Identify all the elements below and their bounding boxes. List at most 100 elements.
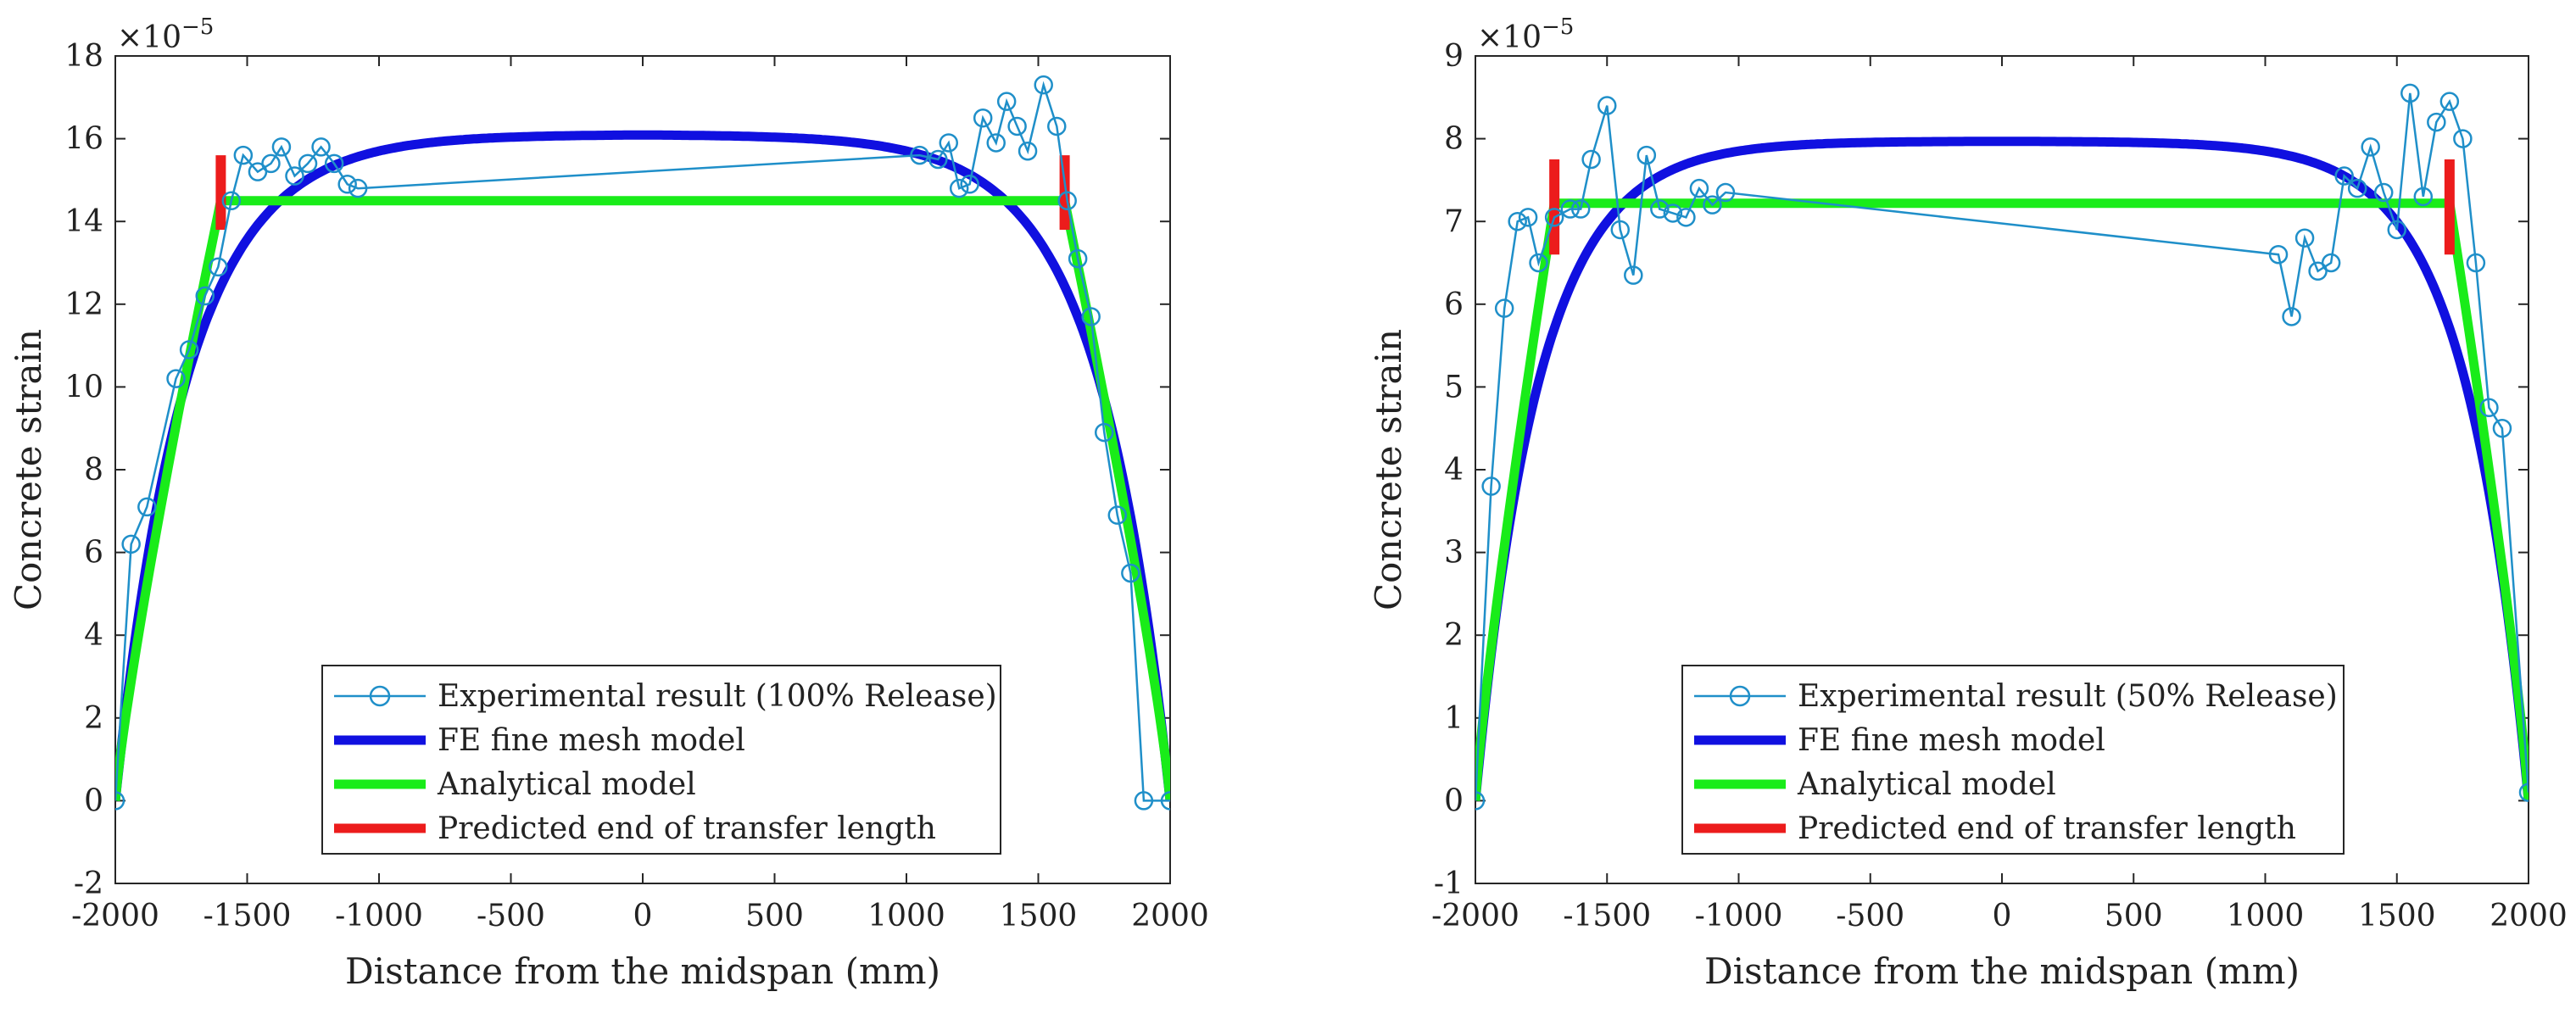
experimental-point — [1663, 203, 1683, 223]
experimental-point — [1134, 791, 1154, 811]
legend-label: Predicted end of transfer length — [1798, 811, 2296, 846]
experimental-point — [1481, 476, 1501, 496]
x-tick-label: 500 — [745, 899, 804, 933]
experimental-point — [1057, 191, 1077, 211]
legend-box — [321, 665, 1001, 855]
experimental-point — [2373, 182, 2394, 203]
data-layer — [115, 75, 1170, 811]
experimental-point — [1597, 96, 1617, 115]
series-experimental-line — [1475, 92, 2529, 801]
experimental-point — [2453, 129, 2473, 148]
experimental-point — [2413, 187, 2434, 207]
axis-exponent: ×10−5 — [117, 14, 214, 55]
experimental-point — [1068, 248, 1088, 269]
experimental-point — [1518, 208, 1538, 227]
x-tick-label: 1000 — [2227, 899, 2305, 933]
experimental-point — [1095, 422, 1114, 443]
experimental-point — [949, 178, 969, 198]
legend-label: Experimental result (100% Release) — [438, 679, 997, 714]
legend: Experimental result (50% Release) FE fine… — [1681, 665, 2345, 855]
experimental-point — [960, 175, 979, 194]
experimental-point — [2427, 112, 2446, 132]
experimental-point — [1636, 145, 1657, 165]
experimental-point — [2466, 253, 2486, 273]
y-tick-label: 12 — [64, 287, 103, 322]
y-tick-label: 5 — [1444, 370, 1464, 404]
x-tick-label: -500 — [477, 899, 545, 933]
x-axis-title: Distance from the midspan (mm) — [345, 950, 940, 992]
y-tick-label: 2 — [1444, 618, 1464, 653]
x-tick-label: -2000 — [71, 899, 159, 933]
experimental-point — [233, 145, 254, 165]
legend-label: Experimental result (50% Release) — [1798, 679, 2338, 714]
experimental-point — [221, 191, 242, 211]
experimental-point — [1610, 220, 1631, 240]
y-tick-label: 3 — [1444, 536, 1464, 571]
experimental-point — [1650, 199, 1670, 219]
x-tick-label: 2000 — [2490, 899, 2568, 933]
experimental-point — [1544, 208, 1564, 227]
experimental-point — [209, 257, 228, 277]
x-tick-label: 1500 — [1000, 899, 1078, 933]
experimental-point — [1047, 116, 1067, 136]
experimental-point — [311, 137, 331, 157]
experimental-point — [910, 145, 929, 165]
experimental-point — [1703, 195, 1722, 214]
x-tick-label: -1000 — [1695, 899, 1783, 933]
experimental-point — [1624, 265, 1643, 285]
experimental-point — [179, 340, 199, 359]
experimental-point — [1508, 211, 1527, 231]
x-tick-label: 1000 — [867, 899, 945, 933]
experimental-point — [2334, 166, 2354, 186]
legend-label: FE fine mesh model — [1798, 723, 2105, 758]
experimental-point — [1529, 253, 1548, 273]
experimental-point — [324, 153, 344, 174]
x-tick-label: 1500 — [2358, 899, 2436, 933]
y-tick-label: 6 — [84, 536, 103, 571]
y-tick-label: 0 — [84, 783, 103, 818]
axis-exponent: ×10−5 — [1477, 14, 1574, 55]
experimental-point — [1160, 791, 1170, 811]
x-tick-label: 0 — [633, 899, 653, 933]
y-tick-label: 16 — [64, 122, 103, 157]
experimental-point — [2321, 253, 2341, 273]
experimental-point — [261, 153, 281, 174]
data-layer — [1475, 83, 2529, 811]
experimental-point — [1560, 199, 1581, 219]
experimental-point — [271, 137, 292, 157]
x-tick-label: -1000 — [335, 899, 423, 933]
chart-panel-1: -2000 -1500 -1000 -500 0 500 1000 1500 2000 -2 0 2 4… — [8, 14, 1209, 992]
y-tick-label: 6 — [1444, 287, 1464, 322]
experimental-point — [1007, 116, 1027, 136]
series-fe-line — [115, 130, 1170, 801]
y-tick-label: 8 — [1444, 122, 1464, 157]
y-tick-label: -2 — [74, 866, 103, 901]
legend-label: Analytical model — [1797, 767, 2056, 802]
experimental-point — [1018, 141, 1038, 161]
experimental-point — [1107, 505, 1128, 525]
x-tick-label: -1500 — [204, 899, 292, 933]
legend-marker — [1729, 685, 1751, 707]
series-analytical-line — [1475, 198, 2529, 801]
experimental-point — [1689, 178, 1709, 198]
experimental-point — [121, 534, 141, 554]
x-tick-label: -500 — [1836, 899, 1904, 933]
x-tick-label: -2000 — [1431, 899, 1519, 933]
y-tick-label: 0 — [1444, 783, 1464, 818]
y-tick-label: 14 — [64, 204, 103, 239]
experimental-point — [939, 133, 959, 153]
y-axis-title: Concrete strain — [1368, 329, 1409, 610]
y-tick-label: 10 — [64, 370, 103, 404]
y-tick-label: 2 — [84, 701, 103, 736]
experimental-point — [973, 108, 993, 128]
experimental-point — [1570, 199, 1591, 219]
experimental-point — [928, 149, 948, 170]
x-tick-label: 0 — [1993, 899, 2012, 933]
y-axis-title: Concrete strain — [8, 329, 49, 610]
experimental-point — [2268, 244, 2289, 265]
series-analytical-line — [115, 196, 1170, 801]
experimental-point — [2361, 137, 2380, 157]
experimental-point — [1676, 208, 1696, 227]
experimental-point — [1475, 791, 1486, 811]
